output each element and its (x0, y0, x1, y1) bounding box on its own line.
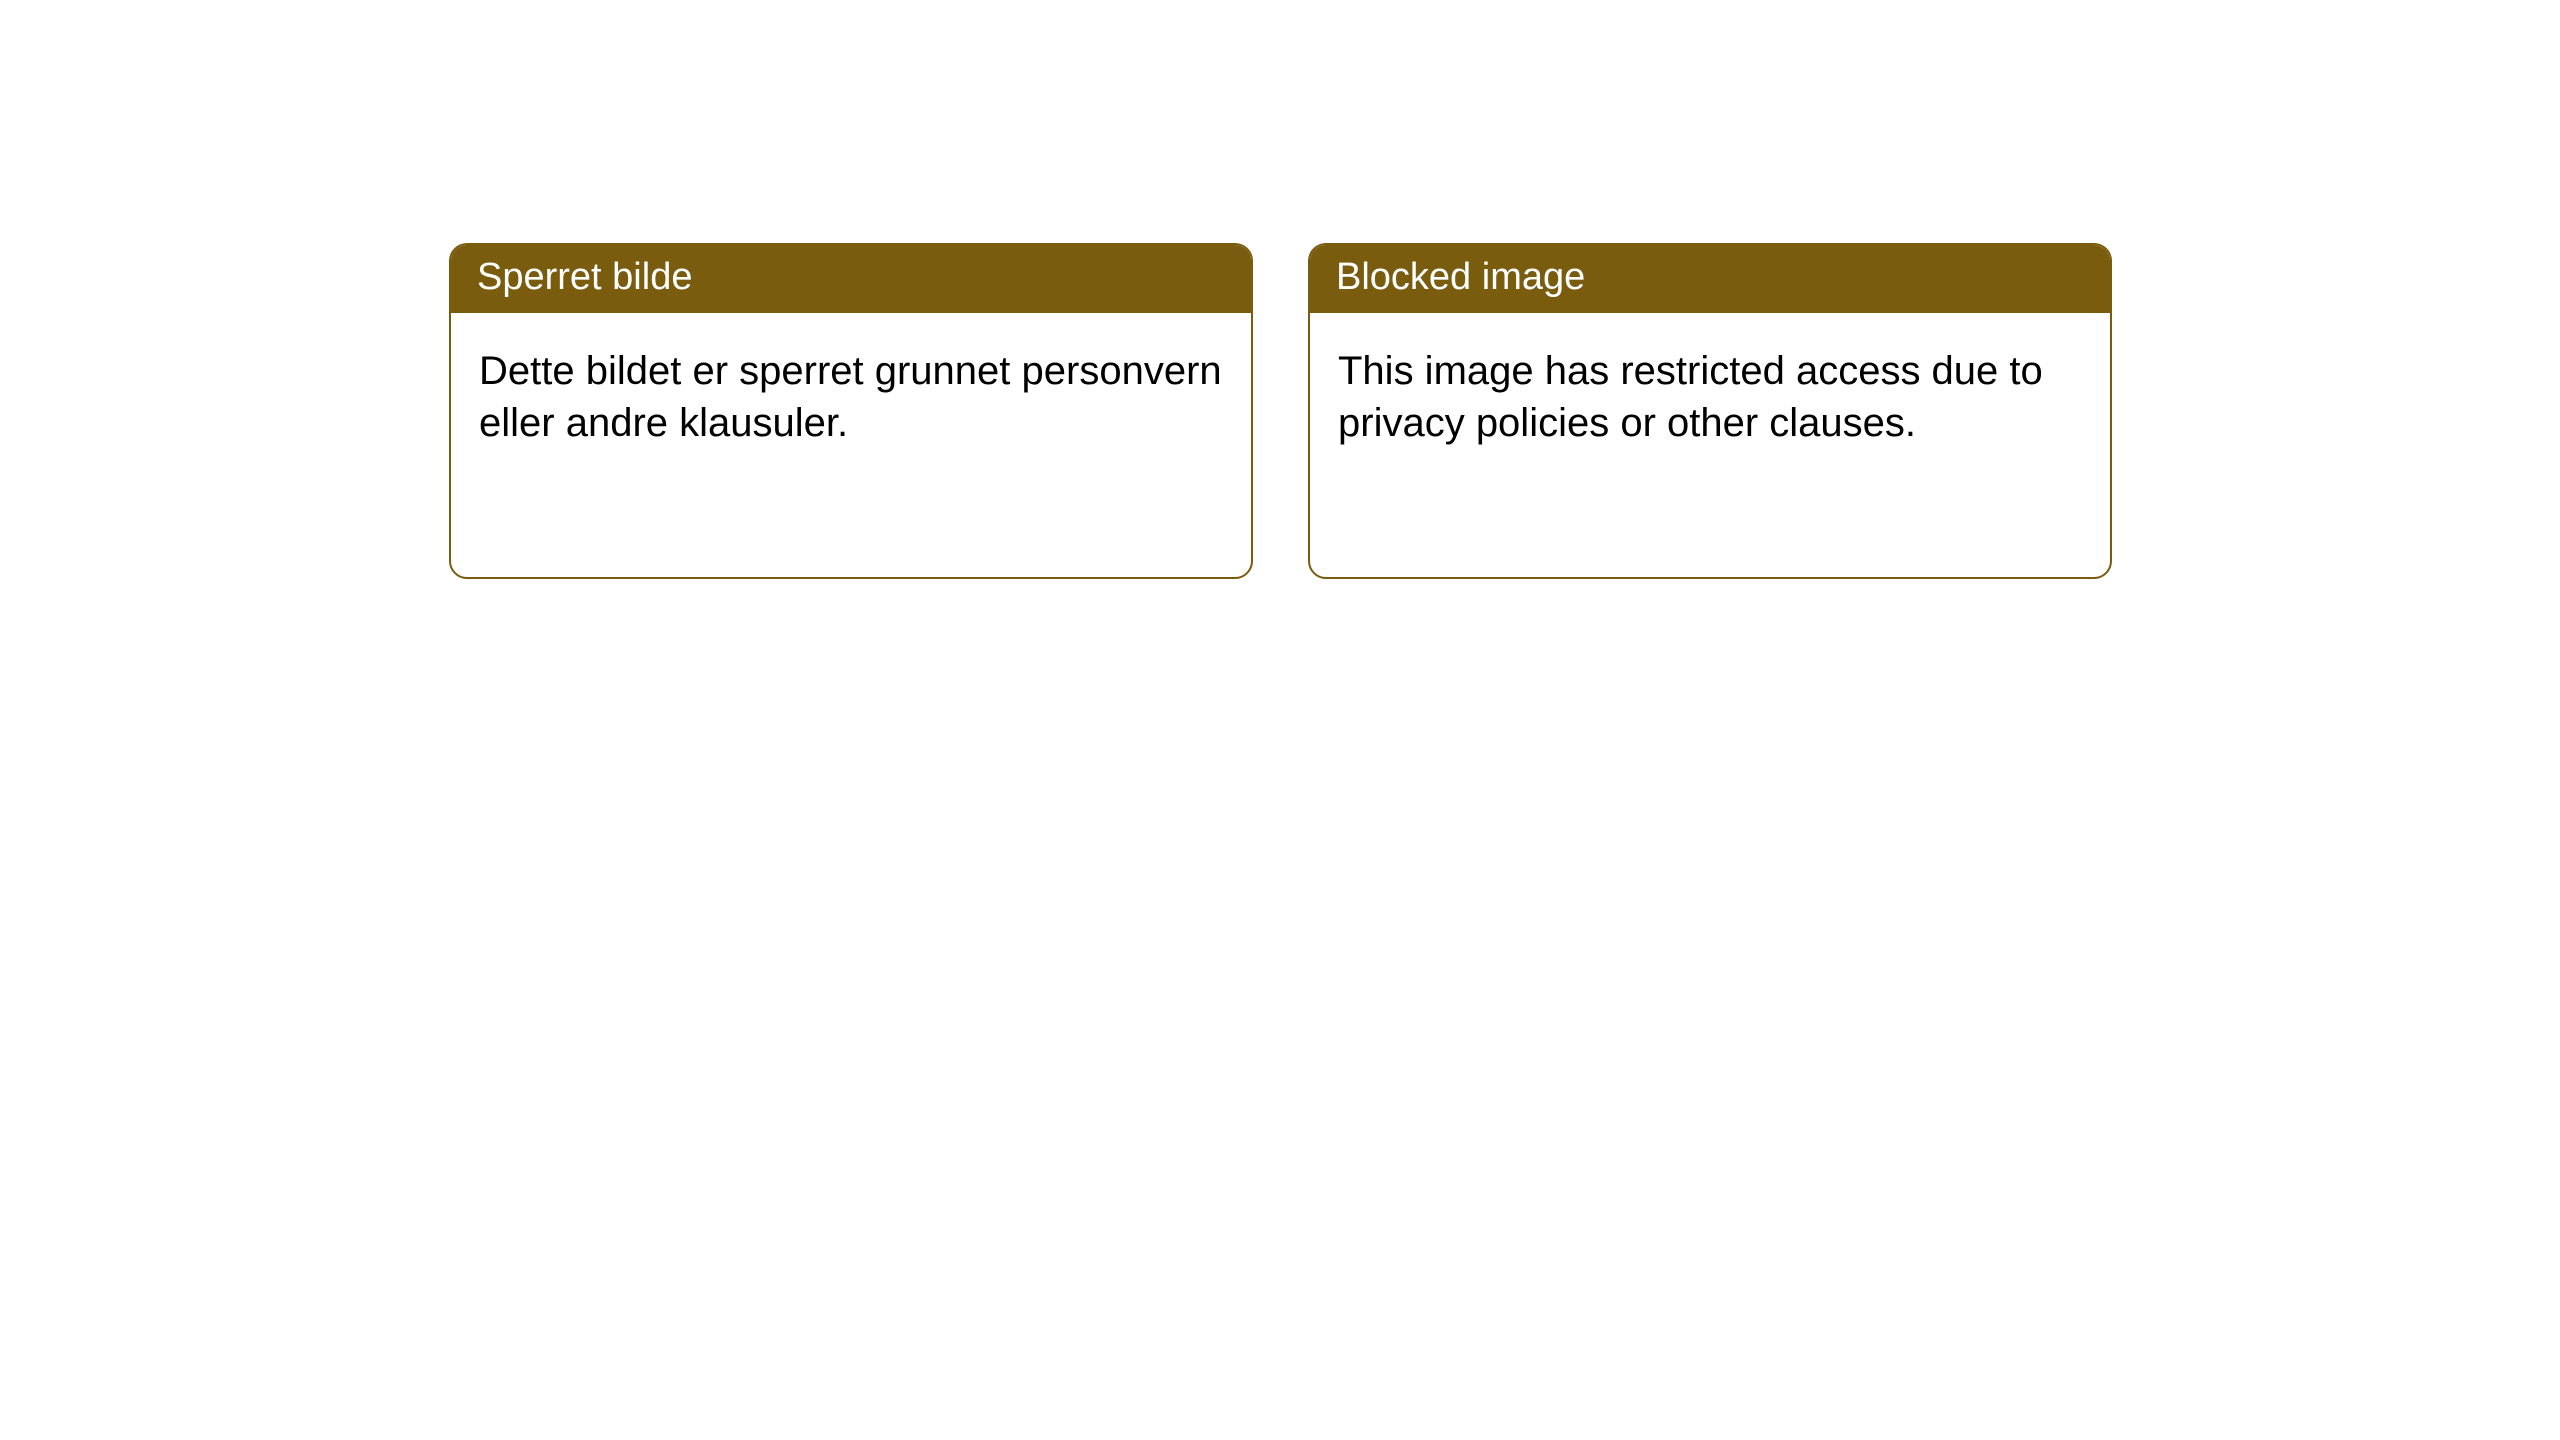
notice-title: Blocked image (1336, 256, 1585, 298)
notice-header: Blocked image (1310, 245, 2110, 313)
notice-header: Sperret bilde (451, 245, 1251, 313)
notice-card-norwegian: Sperret bilde Dette bildet er sperret gr… (449, 243, 1253, 579)
notice-body-text: Dette bildet er sperret grunnet personve… (479, 349, 1222, 446)
notice-body-text: This image has restricted access due to … (1338, 349, 2043, 446)
notice-card-english: Blocked image This image has restricted … (1308, 243, 2112, 579)
notice-container: Sperret bilde Dette bildet er sperret gr… (449, 243, 2112, 579)
notice-title: Sperret bilde (477, 256, 692, 298)
notice-body: Dette bildet er sperret grunnet personve… (451, 313, 1251, 483)
notice-body: This image has restricted access due to … (1310, 313, 2110, 483)
